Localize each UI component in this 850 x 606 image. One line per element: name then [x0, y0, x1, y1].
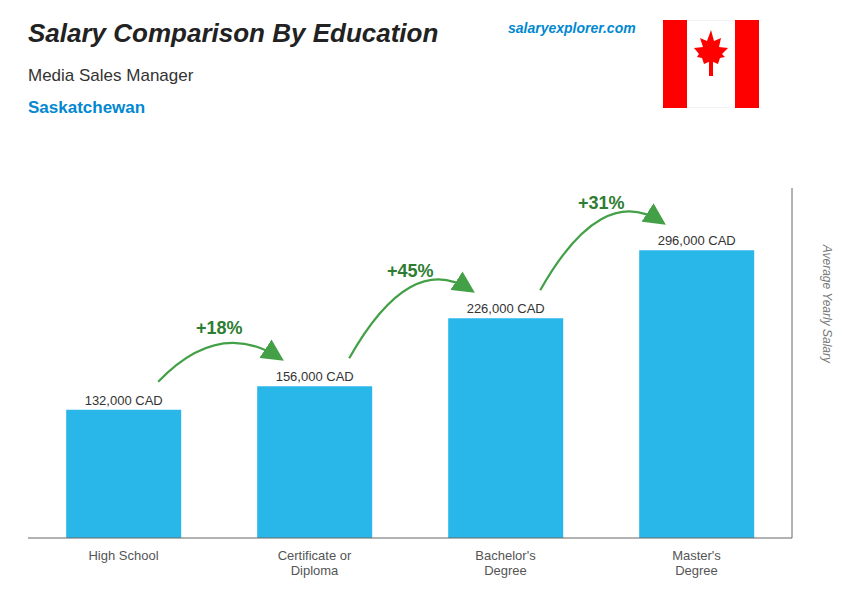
- svg-text:+31%: +31%: [578, 193, 625, 213]
- html-text:Media Sales Manager: Media Sales Manager: [28, 66, 194, 85]
- svg-text:Master'sDegree: Master'sDegree: [672, 548, 721, 578]
- svg-text:296,000 CAD: 296,000 CAD: [658, 233, 736, 248]
- svg-text:Average Yearly Salary: Average Yearly Salary: [820, 244, 834, 364]
- html-text:Saskatchewan: Saskatchewan: [28, 98, 146, 117]
- svg-text:+18%: +18%: [196, 318, 243, 338]
- svg-text:226,000 CAD: 226,000 CAD: [467, 301, 545, 316]
- svg-text:High School: High School: [88, 548, 158, 563]
- svg-text:Bachelor'sDegree: Bachelor'sDegree: [475, 548, 536, 578]
- html-text:salaryexplorer.com: salaryexplorer.com: [508, 20, 636, 36]
- svg-text:+45%: +45%: [387, 261, 434, 281]
- svg-text:156,000 CAD: 156,000 CAD: [276, 369, 354, 384]
- svg-text:Certificate orDiploma: Certificate orDiploma: [278, 548, 352, 578]
- svg-text:132,000 CAD: 132,000 CAD: [85, 393, 163, 408]
- html-text:Salary Comparison By Education: Salary Comparison By Education: [28, 18, 439, 48]
